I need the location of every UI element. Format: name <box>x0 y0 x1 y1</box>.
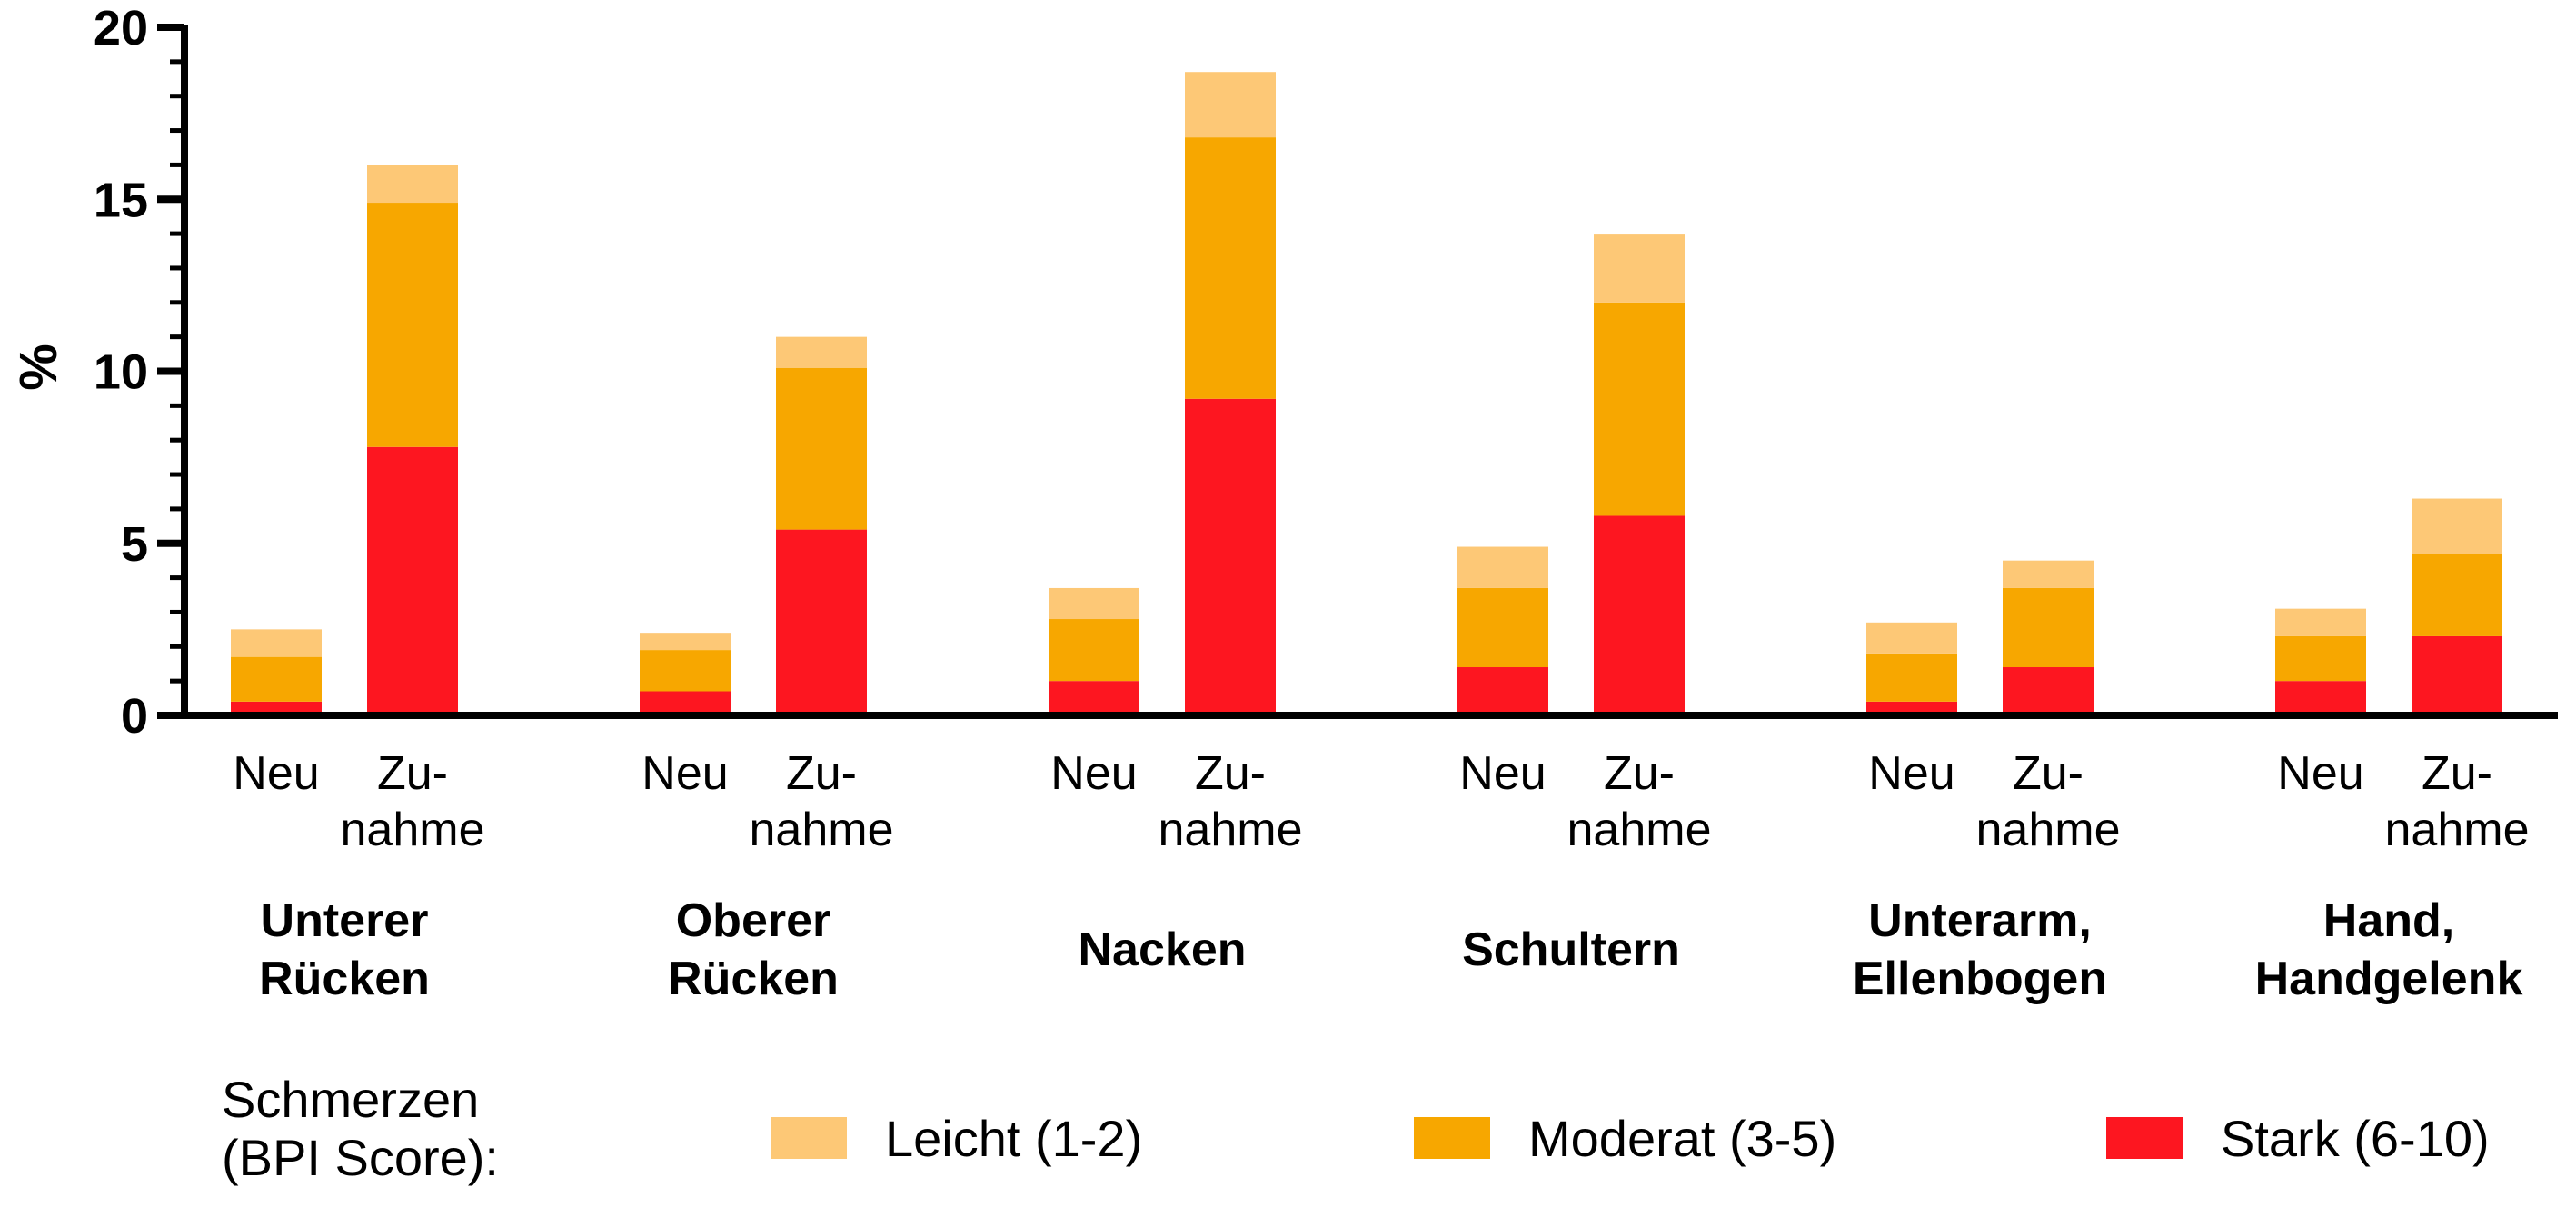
group-label-unterarm-ellenbogen: Ellenbogen <box>1853 953 2107 1005</box>
bar-segment-schultern-neu-moderat-3-5 <box>1457 587 1548 668</box>
bar-segment-hand-handgelenk-zunahme-leicht-1-2 <box>2412 498 2502 554</box>
bar-label-unterarm-ellenbogen-neu: Neu <box>1868 747 1954 800</box>
bar-segment-unterarm-ellenbogen-neu-moderat-3-5 <box>1866 653 1957 702</box>
y-tick-label: 15 <box>94 173 148 227</box>
y-tick-label: 5 <box>121 517 148 572</box>
group-label-oberer-rücken: Oberer <box>676 894 831 947</box>
legend-swatch-leicht <box>771 1117 847 1159</box>
bar-label-hand-handgelenk-zunahme: nahme <box>2385 804 2530 856</box>
y-tick-label: 20 <box>94 1 148 55</box>
legend-title-line-2: (BPI Score): <box>222 1129 499 1186</box>
bar-label-unterer-rücken-neu: Neu <box>233 747 319 800</box>
legend-swatch-moderat <box>1414 1117 1490 1159</box>
bar-segment-unterarm-ellenbogen-zunahme-stark-6-10 <box>2003 667 2094 715</box>
bar-segment-unterer-rücken-neu-moderat-3-5 <box>231 656 322 702</box>
bar-label-unterer-rücken-zunahme: nahme <box>341 804 485 856</box>
bar-segment-oberer-rücken-zunahme-leicht-1-2 <box>776 336 867 368</box>
bar-segment-nacken-neu-moderat-3-5 <box>1049 619 1139 682</box>
bar-segment-hand-handgelenk-neu-leicht-1-2 <box>2275 608 2366 636</box>
group-label-unterer-rücken: Rücken <box>259 953 430 1005</box>
group-label-oberer-rücken: Rücken <box>668 953 839 1005</box>
bar-segment-nacken-neu-leicht-1-2 <box>1049 587 1139 620</box>
legend-item-stark: Stark (6-10) <box>2106 1109 2490 1167</box>
group-label-schultern: Schultern <box>1462 923 1680 976</box>
bar-segment-unterarm-ellenbogen-zunahme-moderat-3-5 <box>2003 587 2094 668</box>
bar-segment-oberer-rücken-neu-leicht-1-2 <box>640 633 731 651</box>
y-axis-title: % <box>9 344 68 391</box>
legend-label-leicht: Leicht (1-2) <box>885 1109 1143 1167</box>
bar-label-schultern-zunahme: nahme <box>1567 804 1712 856</box>
legend-title-line-1: Schmerzen <box>222 1071 480 1128</box>
axes-layer <box>157 24 2558 719</box>
bar-segment-nacken-zunahme-leicht-1-2 <box>1185 72 1276 138</box>
bar-segment-hand-handgelenk-neu-moderat-3-5 <box>2275 635 2366 682</box>
bar-label-oberer-rücken-zunahme: nahme <box>750 804 894 856</box>
group-label-hand-handgelenk: Handgelenk <box>2255 953 2523 1005</box>
bar-segment-oberer-rücken-neu-moderat-3-5 <box>640 650 731 692</box>
labels-layer: Neu Zu-nahme Unterer Rücken Neu Zu-nahme Obere… <box>9 1 2530 1005</box>
bar-segment-unterer-rücken-neu-leicht-1-2 <box>231 629 322 657</box>
bars-layer <box>231 72 2502 715</box>
bar-segment-schultern-neu-stark-6-10 <box>1457 667 1548 715</box>
bar-segment-hand-handgelenk-zunahme-moderat-3-5 <box>2412 554 2502 636</box>
bar-segment-nacken-zunahme-stark-6-10 <box>1185 398 1276 715</box>
group-label-hand-handgelenk: Hand, <box>2323 894 2454 947</box>
y-tick-label: 10 <box>94 345 148 400</box>
bar-label-oberer-rücken-zunahme: Zu- <box>786 747 857 800</box>
bar-segment-unterer-rücken-zunahme-stark-6-10 <box>367 446 458 715</box>
group-label-nacken: Nacken <box>1079 923 1247 976</box>
bar-segment-schultern-zunahme-moderat-3-5 <box>1594 302 1685 516</box>
legend-swatch-stark <box>2106 1117 2183 1159</box>
group-label-unterer-rücken: Unterer <box>261 894 429 947</box>
legend-label-stark: Stark (6-10) <box>2221 1109 2490 1167</box>
bar-segment-nacken-neu-stark-6-10 <box>1049 681 1139 715</box>
bar-label-nacken-zunahme: Zu- <box>1195 747 1266 800</box>
bar-segment-hand-handgelenk-zunahme-stark-6-10 <box>2412 635 2502 715</box>
bar-label-unterarm-ellenbogen-zunahme: Zu- <box>2013 747 2084 800</box>
bar-segment-unterarm-ellenbogen-zunahme-leicht-1-2 <box>2003 560 2094 588</box>
bar-segment-schultern-zunahme-leicht-1-2 <box>1594 234 1685 303</box>
bar-segment-oberer-rücken-zunahme-stark-6-10 <box>776 529 867 715</box>
bar-segment-schultern-neu-leicht-1-2 <box>1457 546 1548 588</box>
bar-label-unterer-rücken-zunahme: Zu- <box>377 747 448 800</box>
bar-segment-nacken-zunahme-moderat-3-5 <box>1185 137 1276 399</box>
bar-label-unterarm-ellenbogen-zunahme: nahme <box>1976 804 2121 856</box>
bar-segment-schultern-zunahme-stark-6-10 <box>1594 515 1685 715</box>
bar-label-schultern-neu: Neu <box>1459 747 1546 800</box>
y-tick-label: 0 <box>121 689 148 744</box>
bar-segment-hand-handgelenk-neu-stark-6-10 <box>2275 681 2366 715</box>
bar-label-oberer-rücken-neu: Neu <box>642 747 728 800</box>
bar-segment-oberer-rücken-zunahme-moderat-3-5 <box>776 367 867 530</box>
bar-label-schultern-zunahme: Zu- <box>1604 747 1675 800</box>
bar-label-nacken-zunahme: nahme <box>1159 804 1303 856</box>
legend-label-moderat: Moderat (3-5) <box>1528 1109 1837 1167</box>
bar-segment-unterer-rücken-zunahme-leicht-1-2 <box>367 165 458 204</box>
bar-segment-unterer-rücken-zunahme-moderat-3-5 <box>367 203 458 447</box>
bar-label-hand-handgelenk-zunahme: Zu- <box>2422 747 2492 800</box>
legend-item-moderat: Moderat (3-5) <box>1414 1109 1836 1167</box>
group-label-unterarm-ellenbogen: Unterarm, <box>1868 894 2092 947</box>
bar-label-hand-handgelenk-neu: Neu <box>2277 747 2363 800</box>
bar-segment-unterarm-ellenbogen-neu-leicht-1-2 <box>1866 622 1957 654</box>
bar-segment-oberer-rücken-neu-stark-6-10 <box>640 691 731 715</box>
legend-item-leicht: Leicht (1-2) <box>771 1109 1142 1167</box>
legend-title: Schmerzen (BPI Score): <box>222 1071 499 1187</box>
bar-label-nacken-neu: Neu <box>1050 747 1137 800</box>
